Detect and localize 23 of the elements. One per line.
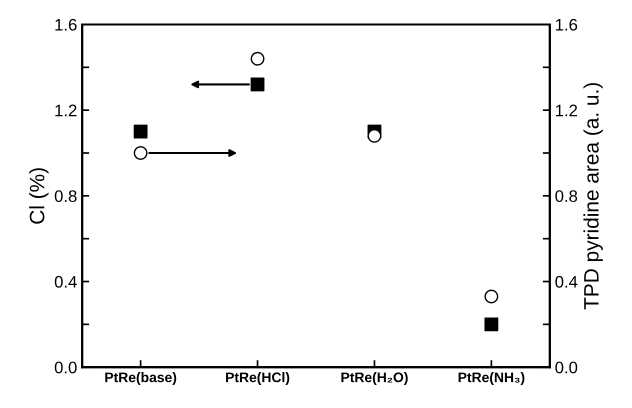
y-tick-label: 0.4 bbox=[54, 276, 77, 288]
y2-tick-label: 1.2 bbox=[556, 104, 578, 116]
point bbox=[250, 52, 264, 66]
y2-tick-label: 1.6 bbox=[556, 18, 578, 31]
point bbox=[368, 128, 382, 143]
y2-tick-label: 0.4 bbox=[555, 276, 578, 288]
point bbox=[250, 78, 264, 92]
point bbox=[484, 290, 498, 304]
y-tick-label: 1.6 bbox=[55, 18, 77, 31]
x-tick-label: PtRe(NH₃) bbox=[458, 372, 524, 386]
point bbox=[134, 146, 148, 160]
y-tick-label: 0.0 bbox=[54, 362, 77, 374]
y2-tick-label: 0.0 bbox=[555, 362, 578, 374]
point bbox=[484, 317, 498, 332]
y2-axis-title: TPD pyridine area (a. u.) bbox=[583, 83, 603, 310]
point bbox=[134, 124, 148, 138]
y-tick-label: 1.2 bbox=[55, 104, 76, 116]
y-axis-title: Cl (%) bbox=[29, 168, 49, 224]
x-tick-label: PtRe(HCl) bbox=[226, 372, 290, 386]
y2-tick-label: 0.8 bbox=[555, 190, 578, 202]
y-tick-label: 0.8 bbox=[54, 190, 77, 202]
x-tick-label: PtRe(base) bbox=[105, 372, 176, 386]
x-tick-label: PtRe(H₂O) bbox=[341, 372, 408, 386]
